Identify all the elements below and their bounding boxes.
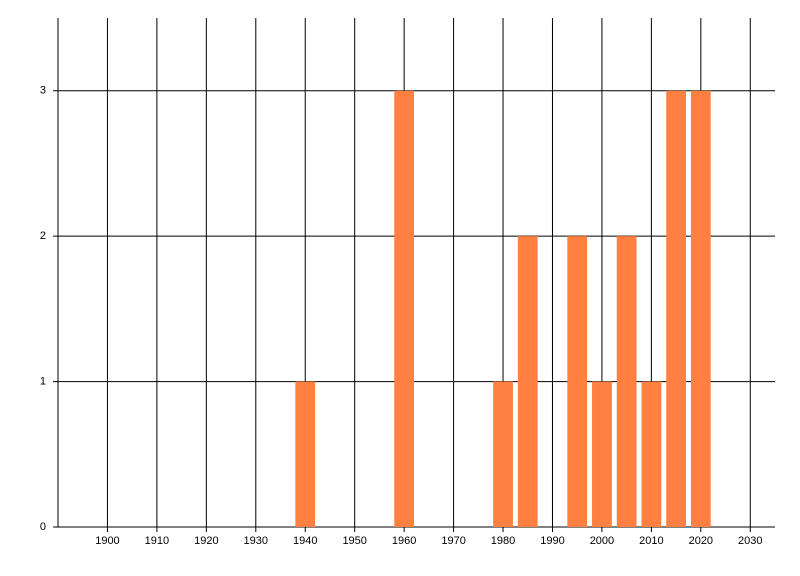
bar [295, 381, 316, 527]
y-tick-label: 2 [40, 230, 46, 242]
bar [616, 236, 637, 527]
x-tick-label: 1980 [491, 535, 515, 547]
x-tick-label: 1940 [293, 535, 317, 547]
bar [517, 236, 538, 527]
x-tick-label: 1910 [145, 535, 169, 547]
bar [394, 90, 415, 527]
x-tick-label: 1930 [244, 535, 268, 547]
y-tick-label: 3 [40, 85, 46, 97]
x-tick-label: 2020 [689, 535, 713, 547]
x-tick-label: 1960 [392, 535, 416, 547]
x-tick-label: 2000 [590, 535, 614, 547]
x-tick-label: 1970 [441, 535, 465, 547]
y-tick-label: 1 [40, 375, 46, 387]
x-tick-label: 2030 [738, 535, 762, 547]
x-tick-label: 1900 [95, 535, 119, 547]
bar [493, 381, 513, 527]
bar [641, 381, 662, 527]
x-tick-label: 1990 [540, 535, 564, 547]
x-tick-label: 2010 [639, 535, 663, 547]
bar [567, 236, 588, 527]
bar [592, 381, 612, 527]
x-tick-label: 1920 [194, 535, 218, 547]
x-tick-label: 1950 [342, 535, 366, 547]
bar [690, 90, 711, 527]
y-tick-label: 0 [40, 521, 46, 533]
bar [666, 90, 686, 527]
